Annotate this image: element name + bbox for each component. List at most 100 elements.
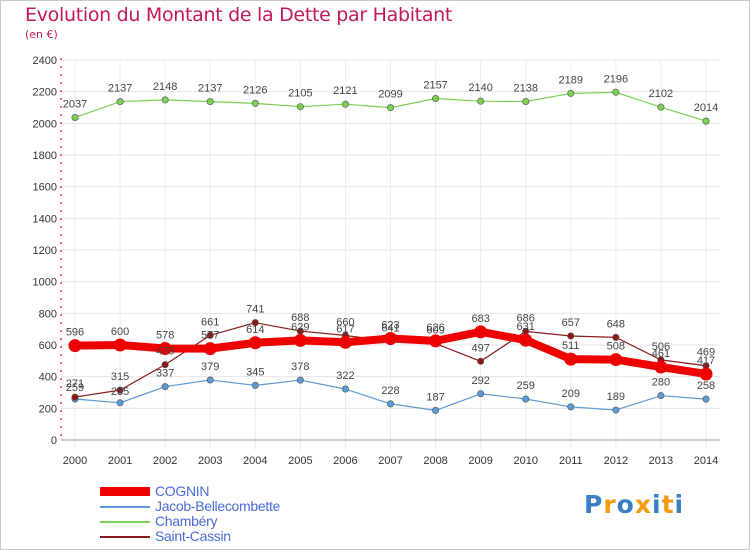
chart-subtitle: (en €) [25, 28, 58, 41]
data-point [113, 338, 127, 352]
data-label: 577 [201, 330, 219, 342]
x-tick-label: 2014 [694, 455, 718, 467]
data-label: 641 [381, 322, 399, 334]
x-tick-label: 2006 [333, 455, 357, 467]
y-tick-label: 400 [39, 372, 57, 384]
data-label: 2138 [513, 82, 537, 94]
data-label: 2148 [153, 81, 177, 93]
data-point [477, 97, 485, 105]
data-label: 228 [381, 385, 399, 397]
data-label: 315 [111, 371, 129, 383]
x-tick-label: 2005 [288, 455, 312, 467]
data-label: 259 [66, 382, 84, 394]
y-tick-label: 1600 [33, 182, 57, 194]
legend-swatch [100, 506, 150, 508]
data-point [71, 393, 79, 401]
data-point [477, 357, 485, 365]
data-labels: 596 600 578 577 614 629 617 623 626 683 631 511 508 4… [63, 73, 718, 403]
legend-label: COGNIN [155, 483, 210, 499]
data-label: 476 [156, 346, 174, 358]
data-point [567, 403, 575, 411]
data-label: 2099 [378, 89, 402, 101]
data-point [161, 361, 169, 369]
data-label: 609 [426, 325, 444, 337]
data-label: 379 [201, 361, 219, 373]
data-label: 2126 [243, 84, 267, 96]
data-label: 235 [111, 386, 129, 398]
x-tick-label: 2002 [153, 455, 177, 467]
data-label: 461 [652, 348, 670, 360]
y-tick-label: 1200 [33, 245, 57, 257]
data-label: 280 [652, 377, 670, 389]
data-label: 2102 [649, 88, 673, 100]
data-label: 2137 [108, 83, 132, 95]
data-point [432, 94, 440, 102]
data-point [116, 386, 124, 394]
data-label: 629 [291, 321, 309, 333]
data-label: 578 [156, 329, 174, 341]
data-point [251, 381, 259, 389]
data-point [116, 399, 124, 407]
data-point [654, 360, 668, 374]
data-label: 187 [426, 391, 444, 403]
data-label: 417 [697, 355, 715, 367]
data-label: 2140 [468, 82, 492, 94]
legend-label: Saint-Cassin [155, 528, 231, 544]
data-point [71, 113, 79, 121]
logo-letter: r [603, 490, 617, 519]
data-point [341, 100, 349, 108]
data-point [206, 98, 214, 106]
data-point [702, 117, 710, 125]
data-point [158, 341, 172, 355]
data-label: 2014 [694, 102, 718, 114]
y-tick-label: 2400 [33, 55, 57, 67]
data-point [609, 353, 623, 367]
data-point [567, 89, 575, 97]
data-point [296, 376, 304, 384]
data-point [477, 390, 485, 398]
y-tick-label: 600 [39, 340, 57, 352]
legend-label: Chambéry [155, 513, 218, 529]
legend-swatch [100, 536, 150, 538]
y-tick-label: 800 [39, 308, 57, 320]
data-label: 688 [291, 312, 309, 324]
data-label: 497 [471, 342, 489, 354]
data-point [702, 395, 710, 403]
data-point [612, 406, 620, 414]
data-label: 657 [562, 317, 580, 329]
data-point [657, 392, 665, 400]
data-point [206, 376, 214, 384]
x-tick-label: 2011 [559, 455, 583, 467]
data-label: 648 [607, 318, 625, 330]
data-label: 322 [336, 370, 354, 382]
data-label: 189 [607, 391, 625, 403]
data-point [203, 342, 217, 356]
data-point [699, 367, 713, 381]
logo-letter: x [634, 490, 652, 519]
logo-letter: i [652, 490, 662, 519]
data-point [384, 332, 397, 346]
data-point [432, 406, 440, 414]
data-point [612, 333, 620, 341]
data-label: 660 [336, 317, 354, 329]
series-lines [68, 88, 713, 414]
data-point [338, 335, 352, 349]
y-tick-label: 2200 [33, 87, 57, 99]
data-point [386, 400, 394, 408]
legend-swatch [100, 487, 150, 496]
y-tick-label: 1800 [33, 150, 57, 162]
data-label: 2157 [423, 79, 447, 91]
y-tick-label: 1000 [33, 277, 57, 289]
logo-letter: o [616, 490, 635, 519]
data-label: 2196 [604, 73, 628, 85]
data-point [68, 339, 82, 353]
data-point [386, 104, 394, 112]
y-tick-label: 0 [51, 435, 57, 447]
data-point [296, 103, 304, 111]
data-label: 469 [697, 347, 715, 359]
data-point [567, 332, 575, 340]
x-tick-label: 2003 [198, 455, 222, 467]
x-tick-label: 2009 [468, 455, 492, 467]
data-point [522, 395, 530, 403]
